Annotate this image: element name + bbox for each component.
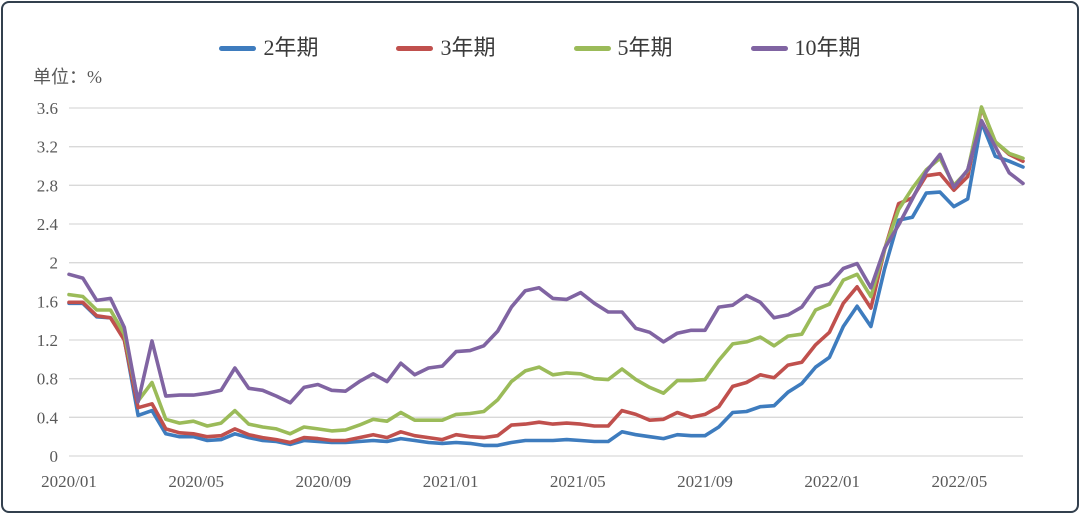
x-axis-labels: 2020/01 2020/05 2020/09 2021/01 2021/05 2021/…: [41, 472, 987, 491]
legend-item-2y: 2年期: [219, 37, 318, 59]
x-tick-label: 2021/09: [677, 472, 733, 491]
x-tick-label: 2020/09: [296, 472, 352, 491]
legend-label-10y: 10年期: [794, 35, 861, 60]
y-tick-label: 2.4: [37, 215, 59, 234]
y-tick-label: 3.6: [37, 99, 58, 118]
legend-swatch-3y-icon: [396, 45, 434, 51]
series-line-10年期: [67, 118, 1025, 405]
y-tick-label: 2: [50, 254, 59, 273]
y-tick-label: 0.8: [37, 370, 58, 389]
legend-item-3y: 3年期: [396, 35, 496, 60]
x-tick-label: 2021/01: [423, 472, 479, 491]
legend-item-10y: 10年期: [750, 35, 861, 60]
y-tick-label: 1.6: [37, 292, 58, 311]
y-tick-label: 0.4: [37, 408, 59, 427]
series-line-2年期: [67, 120, 1025, 448]
legend-label-2y: 2年期: [263, 35, 319, 60]
yield-line-chart: 3.63.22.82.421.61.20.80.40 2020/01 2020/0…: [37, 99, 1025, 491]
x-tick-label: 2022/01: [804, 472, 860, 491]
legend-swatch-10y-icon: [750, 45, 788, 51]
legend-label-3y: 3年期: [440, 35, 496, 60]
legend-swatch-2y-icon: [219, 45, 257, 51]
x-tick-label: 2021/05: [550, 472, 606, 491]
legend-label-5y: 5年期: [617, 35, 673, 60]
y-tick-label: 2.8: [37, 176, 58, 195]
y-tick-label: 3.2: [37, 138, 58, 157]
legend-item-5y: 5年期: [573, 35, 673, 60]
gridlines: [69, 107, 1023, 457]
y-tick-label: 0: [50, 447, 59, 466]
x-tick-label: 2020/05: [168, 472, 224, 491]
series-lines: [67, 105, 1025, 448]
unit-label: 单位：%: [33, 67, 102, 87]
y-axis-labels: 3.6 3.2 2.8 2.4 2 1.6 1.2 0.8 0.4 0: [37, 99, 59, 466]
series-line-5年期: [67, 105, 1025, 436]
series-line-3年期: [67, 106, 1025, 445]
chart-legend: 2年期 3年期 5年期 10年期: [3, 33, 1077, 63]
legend-swatch-5y-icon: [573, 45, 611, 51]
x-tick-label: 2020/01: [41, 472, 97, 491]
x-tick-label: 2022/05: [932, 472, 988, 491]
y-tick-label: 1.2: [37, 331, 58, 350]
